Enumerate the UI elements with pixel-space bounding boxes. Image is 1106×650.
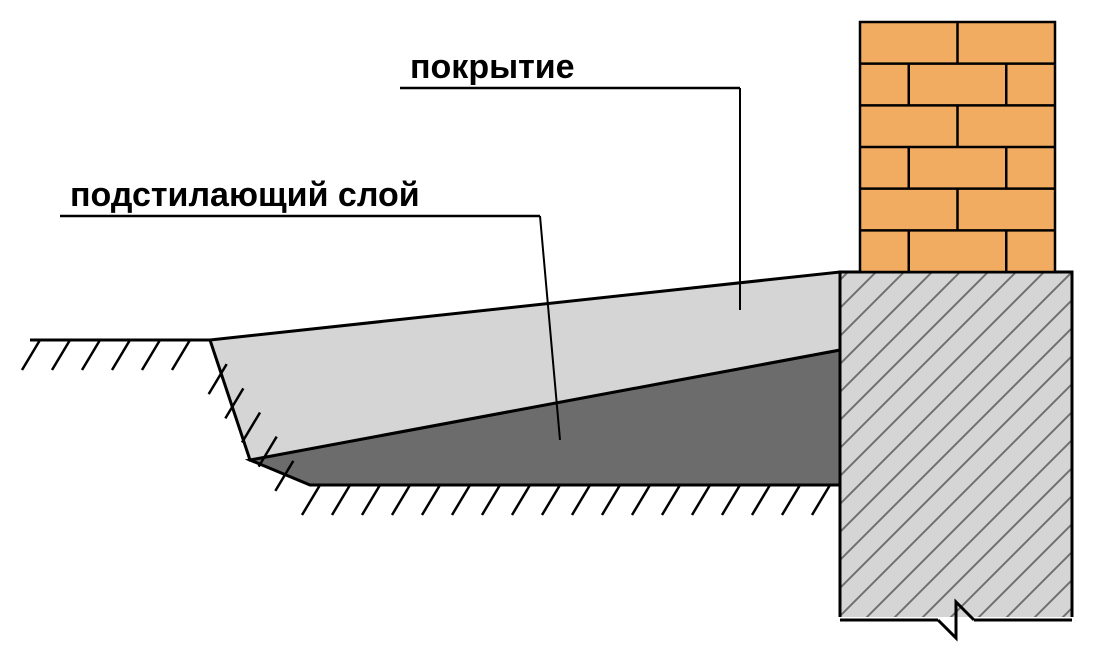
brick-wall — [860, 22, 1055, 272]
label-underlay-text: подстилающий слой — [70, 176, 420, 214]
label-covering-text: покрытие — [410, 48, 575, 86]
cross-section-diagram: покрытие подстилающий слой — [0, 0, 1106, 650]
ground-hatch-left — [22, 340, 190, 370]
label-covering: покрытие — [400, 48, 740, 310]
foundation-block — [840, 272, 1072, 620]
